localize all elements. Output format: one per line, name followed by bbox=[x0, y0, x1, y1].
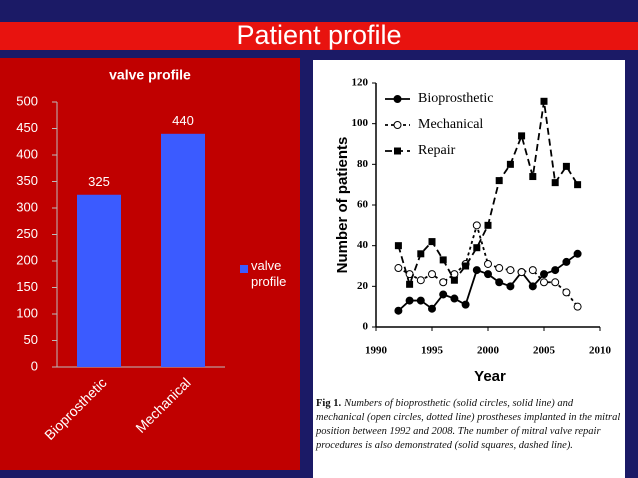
marker bbox=[484, 259, 492, 268]
marker bbox=[540, 270, 548, 279]
y-tick-label: 200 bbox=[16, 252, 38, 267]
marker bbox=[406, 280, 414, 288]
marker bbox=[416, 276, 425, 285]
marker bbox=[394, 264, 403, 273]
y-tick-label: 350 bbox=[16, 173, 38, 188]
marker bbox=[495, 264, 504, 273]
legend-label: Mechanical bbox=[418, 117, 483, 132]
legend-marker bbox=[393, 95, 402, 103]
marker bbox=[551, 179, 559, 187]
x-tick-label: 2010 bbox=[589, 345, 612, 357]
figure-caption: Fig 1. Numbers of bioprosthetic (solid ci… bbox=[316, 397, 622, 453]
marker bbox=[472, 266, 481, 275]
marker bbox=[574, 181, 582, 189]
marker bbox=[439, 256, 447, 264]
y-tick-label: 300 bbox=[16, 199, 38, 214]
y-tick-label: 500 bbox=[16, 93, 38, 108]
marker bbox=[473, 244, 481, 252]
marker bbox=[405, 296, 414, 305]
y-tick-label: 120 bbox=[352, 77, 369, 89]
y-tick-label: 40 bbox=[357, 239, 369, 251]
y-tick-label: 450 bbox=[16, 120, 38, 135]
marker bbox=[562, 288, 571, 297]
marker bbox=[495, 177, 503, 185]
data-label: 325 bbox=[88, 174, 110, 189]
data-label: 440 bbox=[172, 113, 194, 128]
y-tick-label: 100 bbox=[16, 305, 38, 320]
marker bbox=[573, 249, 582, 258]
marker bbox=[394, 242, 402, 250]
marker bbox=[461, 300, 470, 309]
marker bbox=[529, 173, 537, 181]
x-tick-label: 2005 bbox=[533, 345, 556, 357]
caption-label: Fig 1. bbox=[316, 398, 342, 409]
marker bbox=[416, 296, 425, 305]
marker bbox=[528, 266, 537, 275]
marker bbox=[517, 268, 526, 277]
y-tick-label: 100 bbox=[352, 117, 369, 129]
marker bbox=[562, 162, 570, 170]
title-band bbox=[0, 22, 638, 50]
caption-text: Numbers of bioprosthetic (solid circles,… bbox=[316, 398, 621, 451]
x-tick-label: 2000 bbox=[477, 345, 500, 357]
marker bbox=[428, 270, 436, 279]
y-tick-label: 0 bbox=[363, 321, 369, 333]
marker bbox=[573, 302, 582, 311]
y-tick-label: 20 bbox=[357, 280, 369, 292]
marker bbox=[484, 270, 492, 279]
slide-title: Patient profile bbox=[236, 20, 401, 50]
marker bbox=[439, 278, 448, 287]
legend-label: valve profile bbox=[251, 258, 287, 289]
x-tick-label: 1990 bbox=[365, 345, 388, 357]
y-tick-label: 0 bbox=[31, 358, 38, 373]
y-tick-label: 80 bbox=[357, 158, 369, 170]
x-tick-label: 1995 bbox=[421, 345, 444, 357]
marker bbox=[506, 266, 515, 275]
legend-marker bbox=[393, 121, 402, 129]
marker bbox=[439, 290, 448, 299]
legend-marker bbox=[394, 147, 401, 155]
marker bbox=[394, 306, 403, 315]
marker bbox=[484, 221, 492, 229]
marker bbox=[551, 278, 560, 287]
legend-label: Repair bbox=[418, 143, 456, 158]
bar bbox=[161, 133, 205, 367]
marker bbox=[450, 276, 458, 284]
y-tick-label: 250 bbox=[16, 226, 38, 241]
marker bbox=[450, 294, 459, 303]
y-tick-label: 50 bbox=[24, 332, 38, 347]
left-panel bbox=[0, 58, 300, 470]
marker bbox=[495, 278, 504, 287]
y-tick-label: 400 bbox=[16, 146, 38, 161]
bar bbox=[77, 194, 121, 367]
marker bbox=[528, 282, 537, 291]
marker bbox=[540, 278, 548, 287]
y-axis-label: Number of patients bbox=[334, 137, 351, 274]
marker bbox=[540, 97, 548, 105]
marker bbox=[518, 132, 526, 140]
marker bbox=[417, 250, 425, 258]
marker bbox=[562, 257, 571, 266]
marker bbox=[472, 221, 481, 230]
marker bbox=[551, 266, 560, 275]
y-tick-label: 60 bbox=[357, 199, 369, 211]
y-tick-label: 150 bbox=[16, 279, 38, 294]
marker bbox=[428, 238, 436, 246]
marker bbox=[506, 160, 514, 168]
x-axis-label: Year bbox=[474, 368, 506, 385]
marker bbox=[428, 304, 436, 313]
marker bbox=[506, 282, 515, 291]
marker bbox=[462, 262, 470, 270]
legend-label: Bioprosthetic bbox=[418, 91, 493, 106]
legend-swatch bbox=[240, 265, 248, 273]
chart-title: valve profile bbox=[109, 67, 191, 83]
